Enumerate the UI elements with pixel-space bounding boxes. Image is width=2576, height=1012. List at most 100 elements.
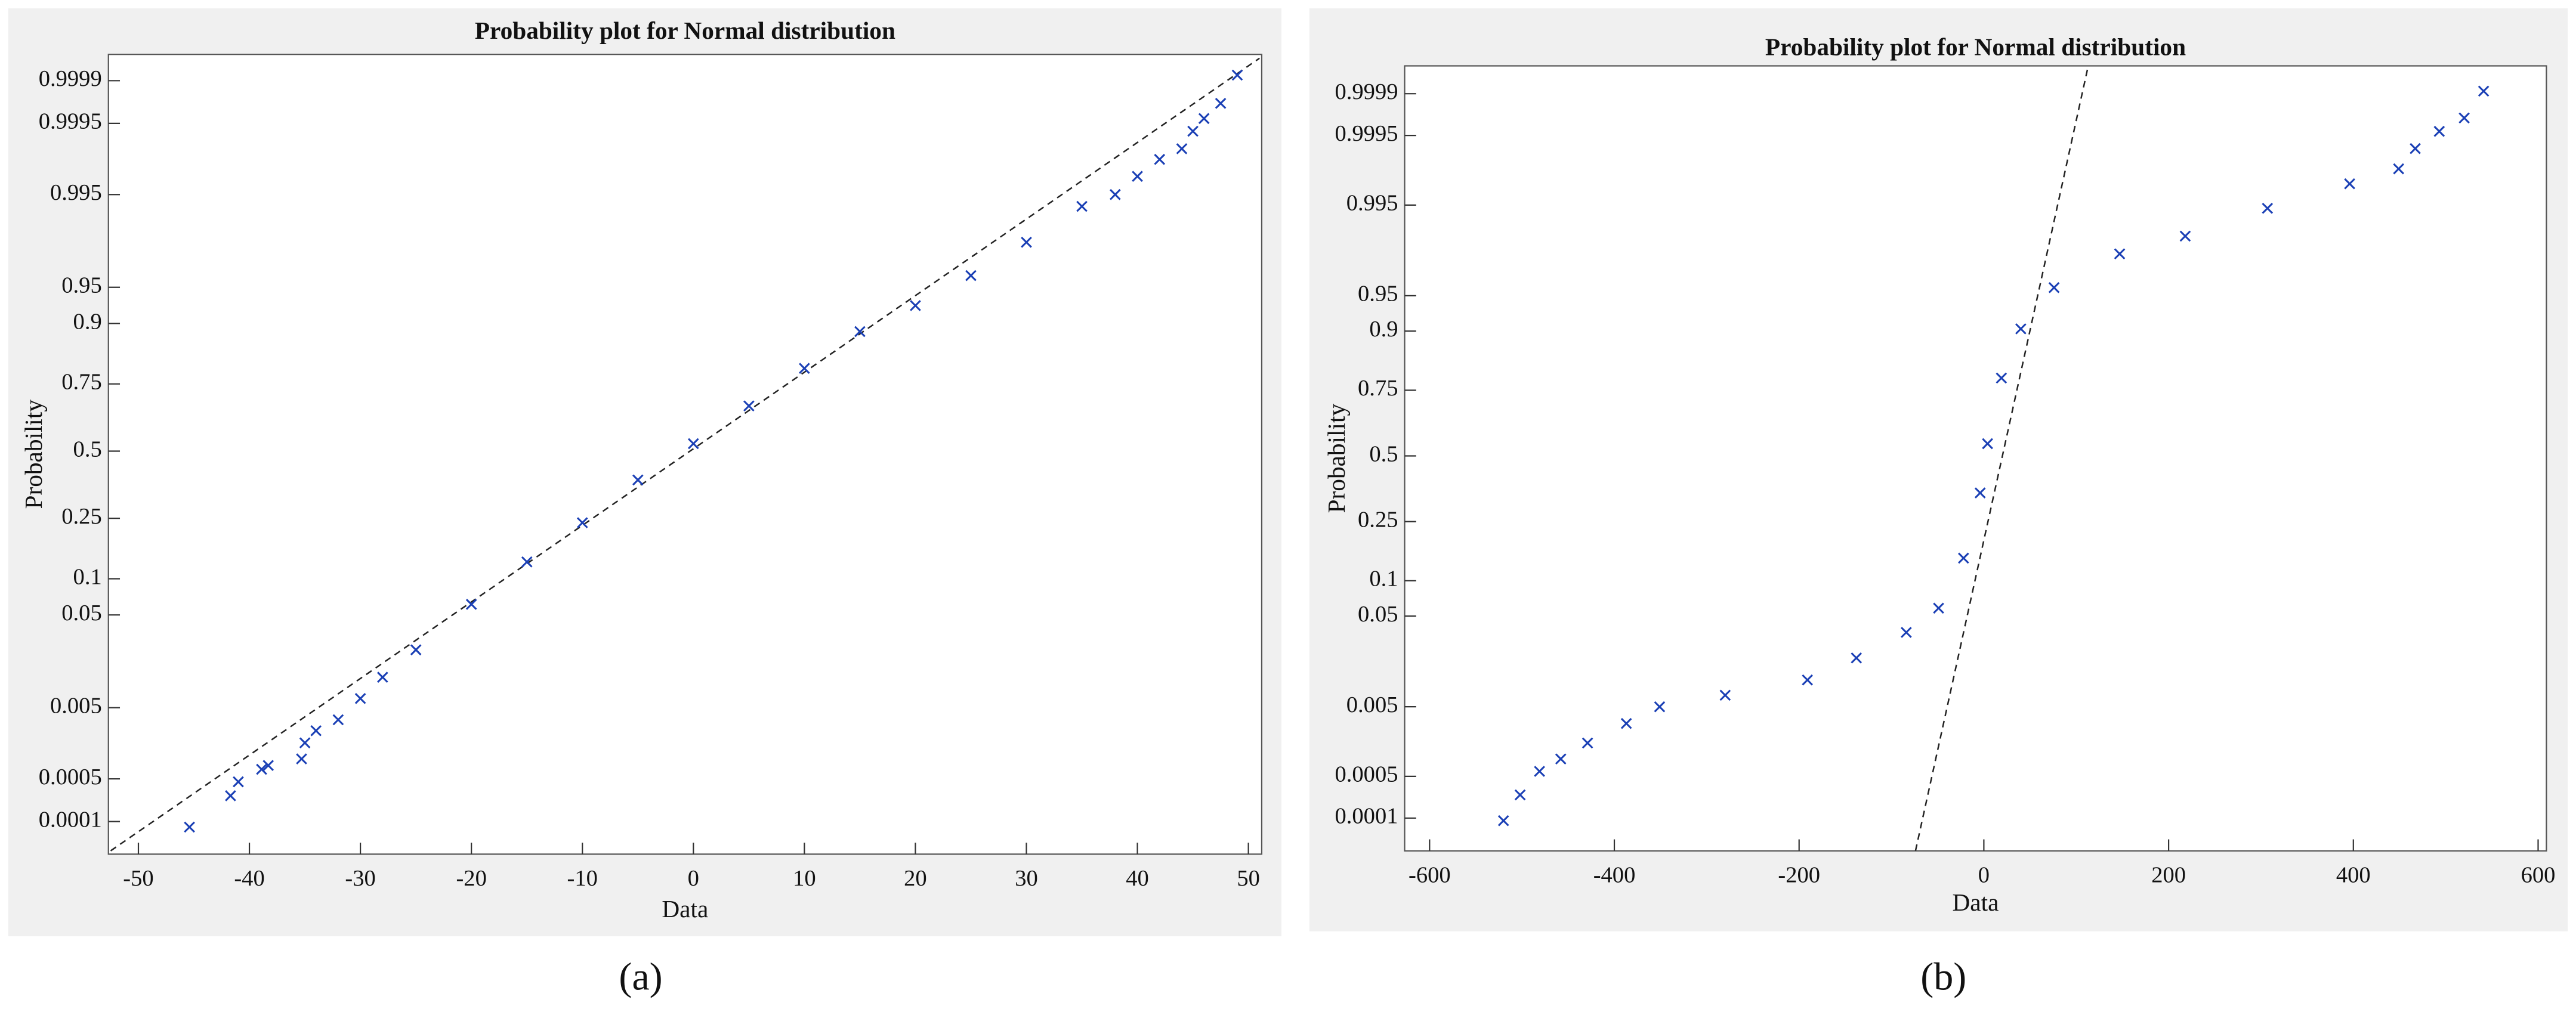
y-tick-label: 0.005 — [50, 694, 102, 719]
data-point — [2478, 85, 2489, 97]
x-tick-label: 200 — [2151, 863, 2186, 888]
data-point — [262, 760, 274, 771]
x-tick-label: 50 — [1237, 866, 1260, 891]
data-point — [2410, 143, 2421, 154]
y-tick-label: 0.25 — [1358, 507, 1398, 533]
y-tick-label: 0.9999 — [1335, 79, 1398, 104]
data-point — [1958, 552, 1969, 564]
data-point — [1534, 766, 1545, 777]
data-point — [854, 326, 866, 338]
data-point — [1187, 125, 1199, 137]
y-tick-label: 0.0005 — [1335, 762, 1398, 787]
data-point — [354, 692, 366, 704]
y-tick-label: 0.5 — [1369, 441, 1398, 466]
reference-line — [1914, 66, 2089, 851]
data-point — [233, 776, 244, 788]
x-tick-label: -20 — [456, 866, 486, 891]
reference-line — [110, 57, 1260, 852]
data-point — [2015, 323, 2027, 335]
data-point — [1974, 487, 1986, 499]
x-tick-label: 0 — [1978, 863, 1990, 888]
panel-label: (b) — [1920, 955, 1966, 999]
y-tick-label: 0.0005 — [39, 765, 102, 790]
panel-label: (a) — [619, 955, 662, 999]
x-tick-label: -50 — [123, 866, 153, 891]
data-point — [1719, 689, 1731, 701]
data-point — [184, 821, 195, 833]
data-point — [2048, 282, 2060, 293]
data-point — [2393, 163, 2405, 175]
plot-content — [110, 57, 1260, 852]
data-point — [576, 517, 588, 528]
y-tick-label: 0.95 — [1358, 281, 1398, 307]
data-point — [1996, 372, 2007, 384]
data-point — [2179, 230, 2191, 242]
y-tick-label: 0.995 — [50, 180, 102, 205]
data-point — [1076, 200, 1088, 212]
plot-content — [1497, 66, 2489, 851]
chart-title: Probability plot for Normal distribution — [1765, 33, 2186, 60]
y-tick-label: 0.25 — [61, 504, 101, 529]
data-point — [910, 300, 921, 311]
x-tick-label: -200 — [1778, 863, 1820, 888]
x-tick-label: -30 — [345, 866, 375, 891]
x-tick-label: -400 — [1593, 863, 1636, 888]
x-tick-label: 600 — [2521, 863, 2556, 888]
data-point — [310, 725, 322, 736]
data-point — [799, 363, 810, 375]
x-tick-label: 30 — [1015, 866, 1038, 891]
x-tick-label: -10 — [567, 866, 598, 891]
data-point — [256, 763, 267, 775]
x-axis-label: Data — [662, 895, 708, 923]
y-tick-label: 0.5 — [73, 437, 102, 462]
data-point — [1555, 753, 1567, 765]
data-point — [1802, 674, 1813, 686]
data-point — [521, 556, 533, 568]
y-tick-label: 0.1 — [73, 564, 102, 589]
data-point — [2114, 248, 2126, 260]
data-point — [296, 753, 307, 765]
data-point — [965, 270, 977, 281]
data-point — [2262, 202, 2274, 214]
chart-title: Probability plot for Normal distribution — [475, 17, 895, 44]
data-point — [376, 671, 388, 683]
y-tick-label: 0.9995 — [39, 109, 102, 134]
plot-area — [1404, 65, 2547, 852]
data-point — [1176, 143, 1188, 154]
data-point — [332, 714, 344, 726]
data-point — [1215, 97, 1227, 109]
y-tick-label: 0.95 — [61, 273, 101, 298]
y-tick-label: 0.05 — [1358, 602, 1398, 627]
data-point — [1582, 737, 1593, 749]
x-tick-label: -40 — [234, 866, 264, 891]
data-point — [225, 790, 236, 801]
data-point — [1198, 113, 1210, 125]
data-point — [2433, 125, 2445, 137]
x-tick-label: 20 — [904, 866, 927, 891]
y-tick-label: 0.0001 — [39, 807, 102, 832]
data-point — [1851, 652, 1862, 664]
y-tick-label: 0.9 — [1369, 317, 1398, 342]
y-tick-label: 0.9 — [73, 309, 102, 334]
data-point — [1933, 602, 1944, 614]
y-tick-label: 0.75 — [61, 370, 101, 395]
y-tick-label: 0.0001 — [1335, 804, 1398, 829]
x-tick-label: 400 — [2336, 863, 2371, 888]
data-point — [1497, 815, 1509, 827]
x-tick-label: 0 — [688, 866, 699, 891]
y-tick-label: 0.75 — [1358, 376, 1398, 401]
data-point — [1132, 171, 1143, 182]
y-tick-label: 0.005 — [1346, 692, 1398, 717]
plot-area — [107, 54, 1263, 855]
y-tick-label: 0.1 — [1369, 567, 1398, 592]
y-tick-label: 0.05 — [61, 601, 101, 626]
x-axis-label: Data — [1952, 889, 1999, 916]
x-tick-label: 40 — [1126, 866, 1149, 891]
data-point — [1514, 789, 1526, 801]
data-point — [1231, 69, 1243, 81]
data-point — [743, 400, 755, 412]
data-point — [2458, 112, 2470, 124]
data-point — [687, 438, 699, 450]
